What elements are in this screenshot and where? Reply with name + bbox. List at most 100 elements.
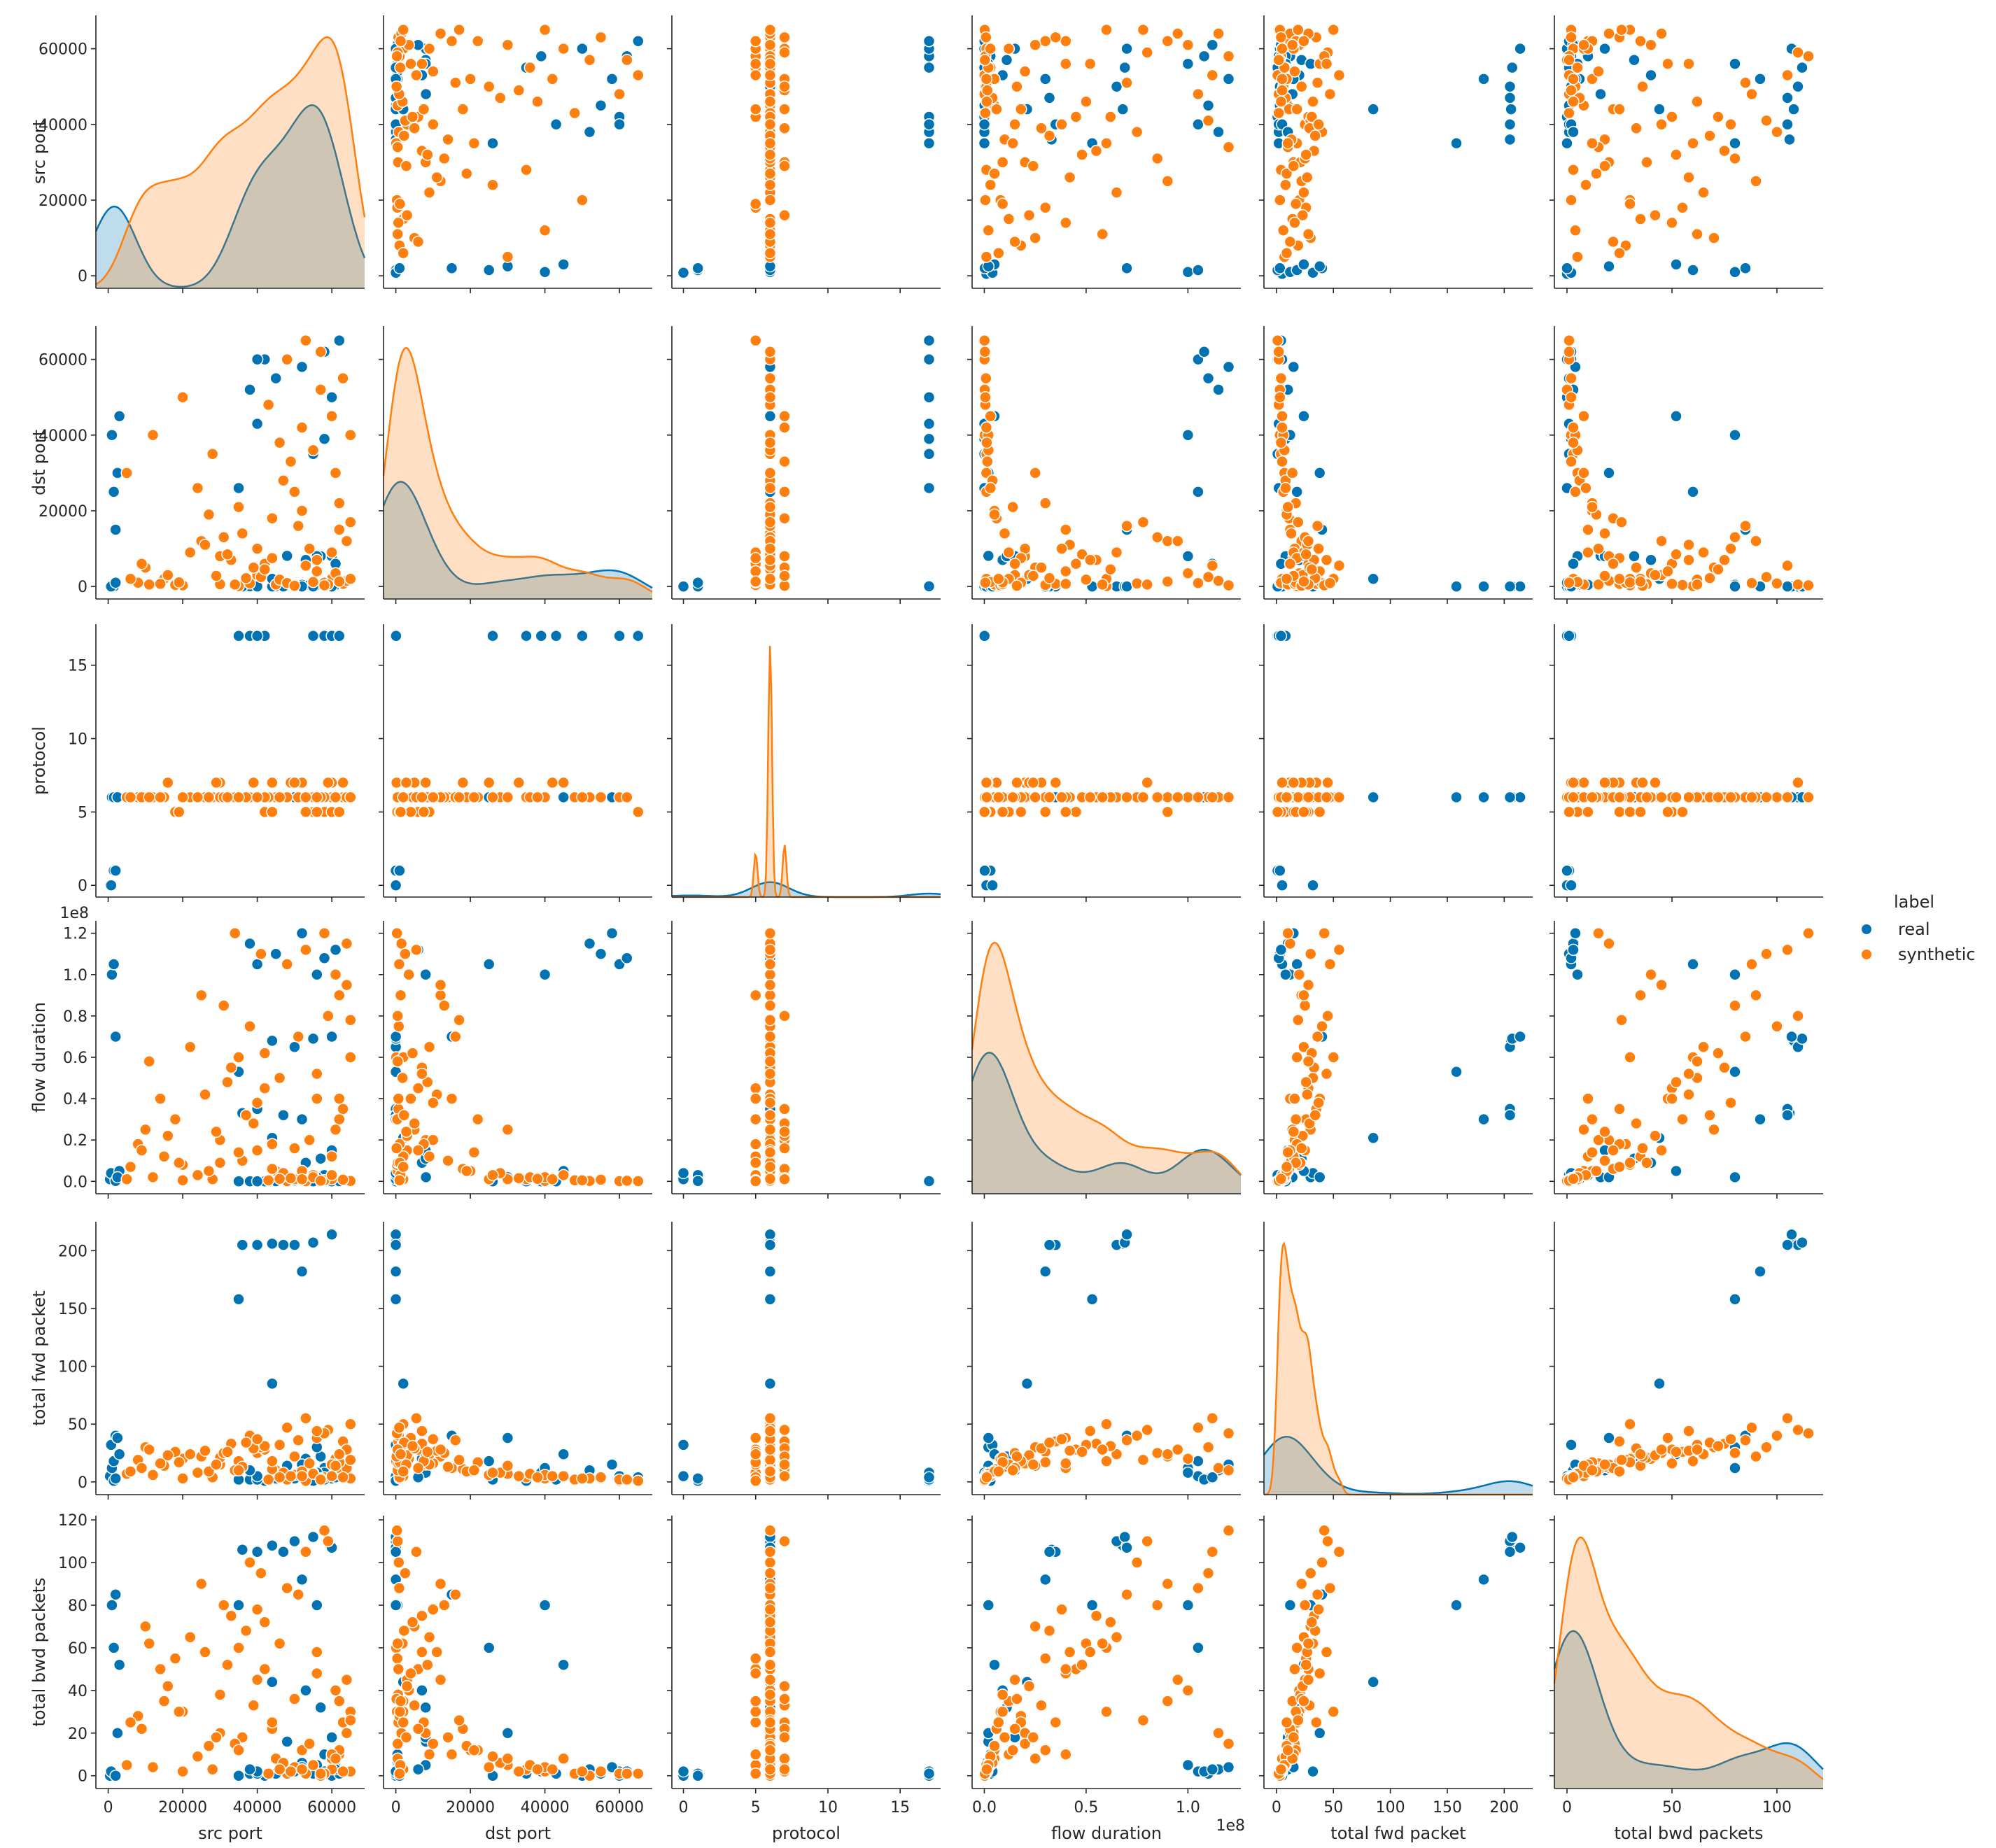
kde-fill-real <box>96 105 365 289</box>
point-synthetic <box>764 390 777 404</box>
point-real <box>538 1599 551 1611</box>
point-synthetic <box>135 1722 148 1735</box>
x-axis-label: protocol <box>772 1824 841 1843</box>
point-synthetic <box>1615 516 1628 528</box>
point-synthetic <box>154 791 167 804</box>
point-synthetic <box>1320 57 1333 70</box>
point-real <box>1274 864 1286 877</box>
point-synthetic <box>288 776 301 789</box>
point-synthetic <box>266 1716 279 1729</box>
point-synthetic <box>979 194 992 206</box>
point-synthetic <box>531 791 544 804</box>
point-real <box>109 864 122 877</box>
point-synthetic <box>632 1474 645 1487</box>
point-synthetic <box>996 197 1009 211</box>
point-synthetic <box>778 1731 791 1744</box>
point-synthetic <box>392 1663 405 1676</box>
point-real <box>764 1228 777 1241</box>
point-synthetic <box>1281 500 1294 514</box>
point-real <box>677 1439 690 1451</box>
point-synthetic <box>262 1174 275 1187</box>
point-synthetic <box>538 224 551 237</box>
point-synthetic <box>1760 1441 1773 1453</box>
point-synthetic <box>980 372 992 385</box>
point-synthetic <box>778 122 791 134</box>
point-synthetic <box>1011 776 1023 789</box>
point-synthetic <box>244 1020 256 1033</box>
point-synthetic <box>1567 421 1580 434</box>
point-real <box>1291 958 1303 971</box>
point-synthetic <box>1661 805 1674 819</box>
point-synthetic <box>1567 1172 1580 1185</box>
point-real <box>1192 1642 1204 1654</box>
point-synthetic <box>408 122 421 134</box>
point-synthetic <box>594 1765 607 1778</box>
point-real <box>922 1471 936 1483</box>
point-synthetic <box>176 791 189 804</box>
point-synthetic <box>1302 1673 1315 1686</box>
point-synthetic <box>251 1673 264 1686</box>
point-synthetic <box>273 1439 286 1451</box>
point-real <box>1514 1030 1526 1043</box>
point-synthetic <box>1771 1429 1783 1442</box>
point-real <box>691 1174 704 1187</box>
point-real <box>389 1030 402 1043</box>
point-synthetic <box>992 791 1005 804</box>
point-synthetic <box>449 1588 462 1601</box>
point-synthetic <box>1172 27 1184 40</box>
point-synthetic <box>1110 1630 1123 1644</box>
point-synthetic <box>1718 144 1731 157</box>
point-synthetic <box>1565 31 1577 44</box>
point-synthetic <box>1027 776 1040 789</box>
point-real <box>1653 103 1666 115</box>
point-real <box>982 549 995 563</box>
point-synthetic <box>1137 23 1150 36</box>
point-synthetic <box>764 227 777 241</box>
point-synthetic <box>173 1455 185 1469</box>
point-synthetic <box>333 1448 346 1460</box>
point-synthetic <box>416 1646 428 1658</box>
point-synthetic <box>764 467 777 479</box>
y-tick-label: 0 <box>78 1768 87 1786</box>
kde-line-real <box>94 104 366 288</box>
point-synthetic <box>1645 968 1657 981</box>
point-synthetic <box>1745 958 1758 971</box>
point-synthetic <box>173 805 185 819</box>
point-synthetic <box>1287 1731 1300 1744</box>
point-synthetic <box>984 409 997 423</box>
y-tick-label: 100 <box>58 1555 87 1572</box>
point-synthetic <box>778 1693 791 1705</box>
point-synthetic <box>162 1680 174 1693</box>
point-synthetic <box>1298 186 1310 199</box>
point-synthetic <box>520 163 533 176</box>
point-real <box>325 390 338 404</box>
point-synthetic <box>1161 791 1174 804</box>
point-synthetic <box>232 1744 245 1756</box>
point-synthetic <box>1676 1113 1689 1126</box>
point-synthetic <box>262 1767 275 1780</box>
point-synthetic <box>778 1680 791 1693</box>
point-synthetic <box>406 1439 419 1453</box>
point-synthetic <box>1212 1462 1225 1474</box>
point-synthetic <box>390 80 403 93</box>
point-synthetic <box>1035 122 1048 134</box>
point-synthetic <box>1011 579 1023 592</box>
point-synthetic <box>1760 570 1773 584</box>
point-synthetic <box>764 1581 777 1595</box>
point-real <box>314 1701 327 1714</box>
point-synthetic <box>232 791 245 804</box>
point-synthetic <box>1323 87 1337 101</box>
point-real <box>1565 879 1577 891</box>
point-synthetic <box>442 1731 454 1744</box>
point-synthetic <box>1276 455 1288 468</box>
point-synthetic <box>427 118 440 131</box>
point-synthetic <box>1634 805 1647 819</box>
point-real <box>1796 1032 1808 1045</box>
point-synthetic <box>176 1765 189 1778</box>
point-real <box>106 429 118 442</box>
point-synthetic <box>1151 1446 1164 1460</box>
point-real <box>1645 553 1657 567</box>
point-real <box>311 968 323 981</box>
point-synthetic <box>1321 1010 1334 1022</box>
point-synthetic <box>1712 563 1724 576</box>
